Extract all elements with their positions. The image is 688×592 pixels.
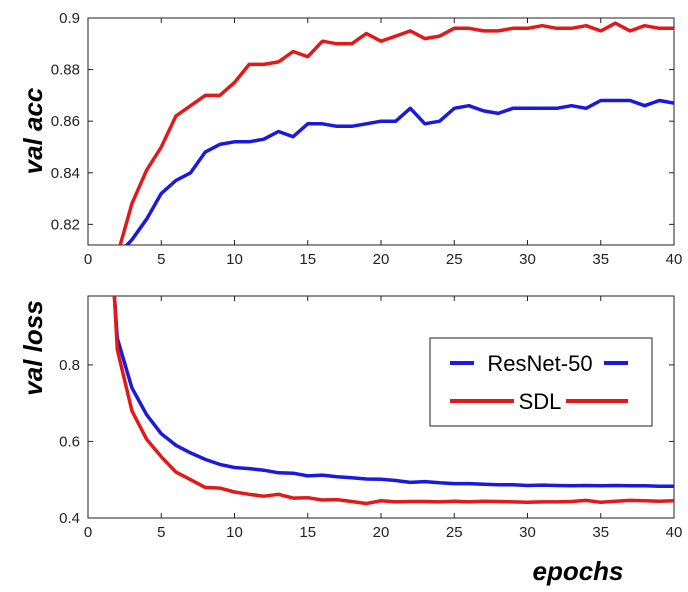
x-tick-label: 10 <box>226 251 243 268</box>
series-line-sdl <box>118 21 674 245</box>
legend-entry: SDL <box>519 389 562 414</box>
y-tick-label: 0.6 <box>59 433 80 450</box>
x-tick-label: 30 <box>519 524 536 541</box>
y-axis-label: val acc <box>18 87 48 174</box>
series-line-resnet-50 <box>124 98 674 245</box>
x-tick-label: 25 <box>446 524 463 541</box>
x-tick-label: 40 <box>666 251 683 268</box>
y-tick-label: 0.86 <box>51 113 80 130</box>
panel-2: 0 5 10 15 20 25 30 35 40 0.4 0.6 0.8 val loss epochs R… <box>18 295 683 586</box>
x-tick-label: 15 <box>299 251 316 268</box>
series-line-sdl <box>112 296 674 506</box>
legend-entry: ResNet-50 <box>487 351 592 376</box>
x-tick-label: 30 <box>519 251 536 268</box>
y-axis-label: val loss <box>18 300 48 395</box>
x-tick-label: 0 <box>84 251 92 268</box>
y-tick-label: 0.4 <box>59 510 80 527</box>
legend-box <box>429 337 653 427</box>
y-tick-label: 0.9 <box>59 10 80 27</box>
x-tick-label: 20 <box>373 251 390 268</box>
x-tick-label: 20 <box>373 524 390 541</box>
series-line-resnet-50 <box>112 296 674 488</box>
x-tick-label: 25 <box>446 251 463 268</box>
legend: ResNet-50 SDL <box>429 337 653 427</box>
y-tick-label: 0.84 <box>51 165 80 182</box>
y-tick-label: 0.8 <box>59 357 80 374</box>
plot-frame <box>87 17 675 246</box>
x-tick-label: 35 <box>592 251 609 268</box>
y-tick-label: 0.82 <box>51 216 80 233</box>
panel-1: 0 5 10 15 20 25 30 35 40 0.82 0.84 0.86 0.88 0.9 val a… <box>18 10 682 268</box>
x-axis-label: epochs <box>532 556 623 586</box>
x-tick-label: 5 <box>157 524 165 541</box>
x-tick-label: 10 <box>226 524 243 541</box>
x-tick-label: 0 <box>84 524 92 541</box>
y-tick-label: 0.88 <box>51 62 80 79</box>
x-tick-label: 15 <box>299 524 316 541</box>
x-tick-label: 40 <box>666 524 683 541</box>
x-tick-label: 35 <box>592 524 609 541</box>
x-tick-label: 5 <box>157 251 165 268</box>
